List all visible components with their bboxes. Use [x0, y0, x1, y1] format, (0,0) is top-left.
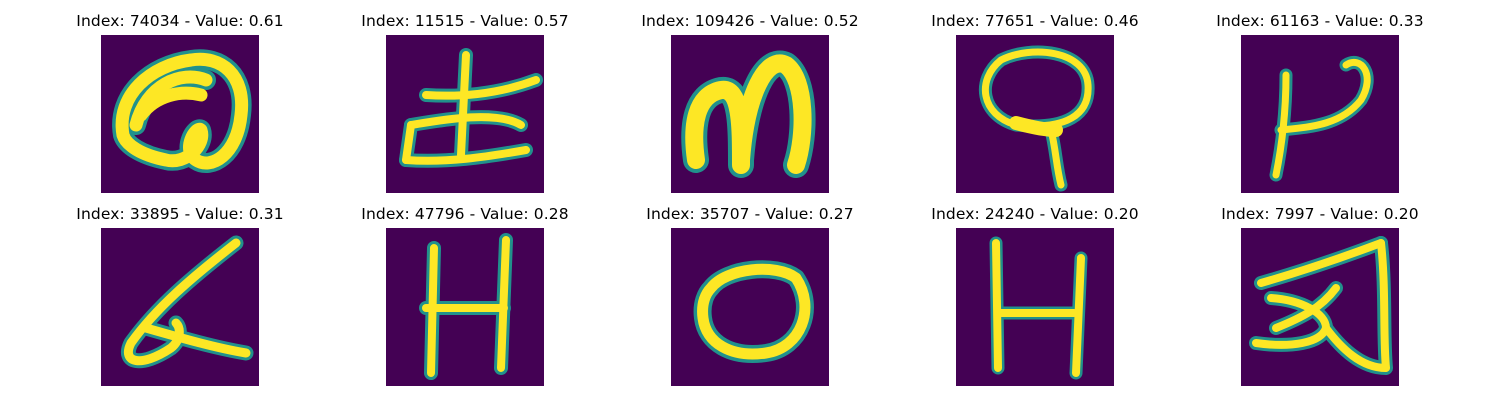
glyph-image — [101, 35, 259, 193]
panel-title: Index: 11515 - Value: 0.57 — [361, 12, 569, 30]
panel-title: Index: 35707 - Value: 0.27 — [646, 205, 854, 223]
glyph-image — [956, 228, 1114, 386]
h-glyph — [419, 233, 513, 380]
glyph-image — [386, 228, 544, 386]
slanted-a-glyph — [121, 235, 254, 369]
h-glyph — [989, 236, 1088, 380]
glyph-image — [386, 35, 544, 193]
glyph-image — [671, 228, 829, 386]
triangle-a-glyph — [1249, 236, 1393, 375]
glyph-image — [671, 35, 829, 193]
panel-title: Index: 74034 - Value: 0.61 — [76, 12, 284, 30]
o-glyph — [693, 260, 814, 363]
panel-title: Index: 61163 - Value: 0.33 — [1216, 12, 1424, 30]
panel-title: Index: 7997 - Value: 0.20 — [1221, 205, 1419, 223]
panel-title: Index: 47796 - Value: 0.28 — [361, 205, 569, 223]
glyph-image — [1241, 228, 1399, 386]
panel-title: Index: 24240 - Value: 0.20 — [931, 205, 1139, 223]
panel-title: Index: 77651 - Value: 0.46 — [931, 12, 1139, 30]
glyph-image — [956, 35, 1114, 193]
hook-glyph — [1269, 56, 1374, 182]
panel-title: Index: 33895 - Value: 0.31 — [76, 205, 284, 223]
a-loop-glyph — [112, 49, 252, 173]
cross-boat-glyph — [399, 48, 543, 168]
glyph-image — [101, 228, 259, 386]
panel-title: Index: 109426 - Value: 0.52 — [641, 12, 859, 30]
glyph-image — [1241, 35, 1399, 193]
q-loop-glyph — [979, 45, 1095, 192]
m-glyph — [681, 50, 816, 178]
